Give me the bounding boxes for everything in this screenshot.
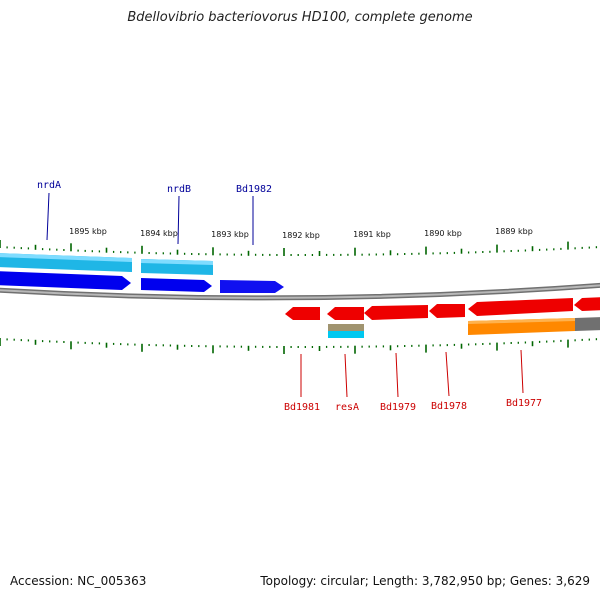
scale-ticks-bottom: [0, 338, 598, 354]
scale-ticks-top: [0, 240, 598, 256]
leader-Bd1978: [445, 351, 450, 397]
scale-labels: 1895 kbp 1894 kbp 1893 kbp 1892 kbp 1891…: [69, 227, 533, 240]
scale-label: 1893 kbp: [211, 230, 249, 239]
leader-nrdB: [177, 195, 180, 245]
scale-label: 1894 kbp: [140, 229, 178, 238]
reverse-gene-labels: Bd1981 resA Bd1979 Bd1978 Bd1977: [284, 398, 542, 413]
gene-bar-next[interactable]: [575, 317, 600, 331]
misc-feature-bar-2[interactable]: [328, 331, 364, 338]
forward-gene-labels: nrdA nrdB Bd1982: [37, 180, 272, 195]
leader-Bd1977: [520, 349, 524, 394]
genome-backbone-highlight: [0, 284, 600, 299]
reverse-label-leaders: [300, 349, 524, 398]
gene-bar-Bd1977-shade: [468, 318, 575, 324]
cds-arrow-Bd1979[interactable]: [364, 305, 428, 320]
reverse-cds-arrows: [285, 297, 600, 320]
forward-gene-bars: [0, 253, 213, 275]
scale-label: 1892 kbp: [282, 231, 320, 240]
gene-label-Bd1981[interactable]: Bd1981: [284, 402, 320, 413]
gene-label-resA[interactable]: resA: [335, 402, 359, 413]
genome-summary: Topology: circular; Length: 3,782,950 bp…: [260, 574, 590, 588]
scale-label: 1890 kbp: [424, 229, 462, 238]
gene-label-Bd1978[interactable]: Bd1978: [431, 401, 467, 412]
leader-Bd1979: [395, 352, 399, 398]
cds-arrow-nrdA[interactable]: [0, 271, 131, 290]
scale-label: 1895 kbp: [69, 227, 107, 236]
accession-label: Accession: NC_005363: [10, 574, 147, 588]
cds-arrow-Bd1977[interactable]: [468, 298, 573, 316]
reverse-gene-bars: [328, 317, 600, 338]
misc-feature-bar[interactable]: [328, 324, 364, 331]
cds-arrow-Bd1978[interactable]: [429, 304, 465, 318]
cds-arrow-Bd1981[interactable]: [285, 307, 320, 320]
gene-label-Bd1979[interactable]: Bd1979: [380, 402, 416, 413]
leader-resA: [344, 353, 348, 398]
cds-arrow-resA[interactable]: [327, 307, 364, 320]
scale-label: 1889 kbp: [495, 227, 533, 236]
genome-title: Bdellovibrio bacteriovorus HD100, comple…: [127, 10, 473, 25]
forward-label-leaders: [46, 192, 254, 245]
forward-cds-arrows: [0, 271, 284, 293]
gene-label-Bd1977[interactable]: Bd1977: [506, 398, 542, 409]
gene-label-nrdA[interactable]: nrdA: [37, 180, 61, 191]
scale-label: 1891 kbp: [353, 230, 391, 239]
gene-bar-nrdB-shade: [141, 259, 213, 265]
cds-arrow-next[interactable]: [574, 297, 600, 311]
leader-nrdA: [46, 192, 50, 241]
cds-arrow-nrdB[interactable]: [141, 278, 212, 292]
gene-bar-nrdA-shade: [0, 253, 132, 262]
gene-label-nrdB[interactable]: nrdB: [167, 184, 191, 195]
gene-label-Bd1982[interactable]: Bd1982: [236, 184, 272, 195]
cds-arrow-Bd1982[interactable]: [220, 280, 284, 293]
